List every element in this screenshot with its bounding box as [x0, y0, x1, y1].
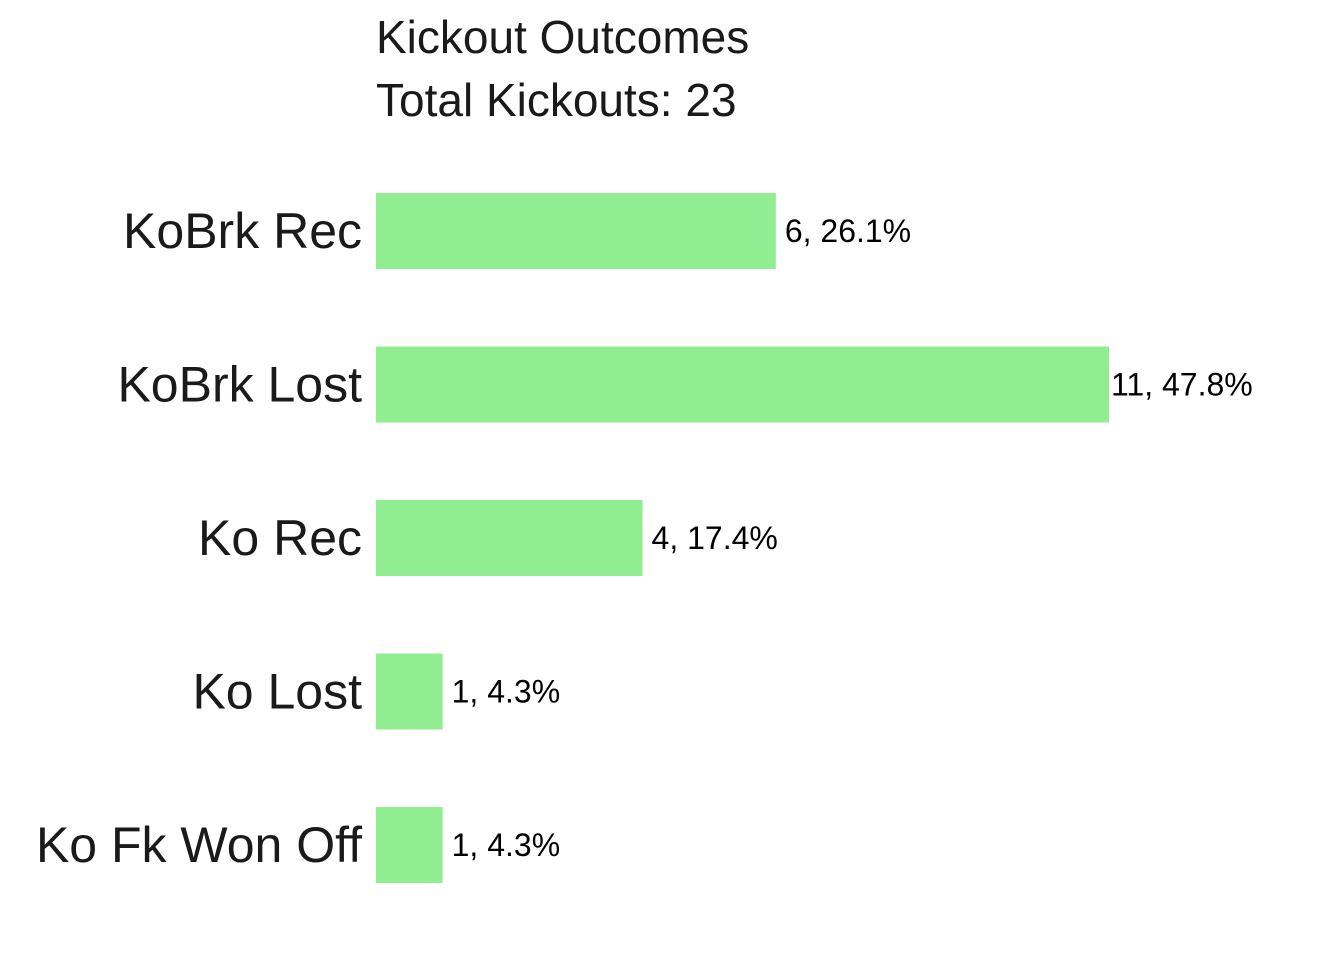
data-label-2: 4, 17.4%	[652, 520, 778, 556]
data-label-3: 1, 4.3%	[452, 674, 561, 710]
data-label-0: 6, 26.1%	[785, 213, 911, 249]
chart-title: Kickout Outcomes	[376, 11, 749, 63]
bar-2	[376, 500, 643, 576]
bar-4	[376, 807, 443, 883]
category-label-3: Ko Lost	[192, 664, 362, 720]
data-label-1: 11, 47.8%	[1111, 367, 1253, 403]
chart-subtitle: Total Kickouts: 23	[376, 74, 737, 126]
category-label-4: Ko Fk Won Off	[36, 817, 362, 873]
category-label-1: KoBrk Lost	[117, 357, 362, 413]
bar-0	[376, 193, 776, 269]
category-label-2: Ko Rec	[198, 510, 362, 566]
bar-1	[376, 346, 1109, 423]
data-label-4: 1, 4.3%	[452, 827, 561, 863]
bar-3	[376, 653, 443, 730]
plot-area: KoBrk Rec 6, 26.1% KoBrk Lost 11, 47.8% Ko R…	[36, 193, 1253, 883]
category-label-0: KoBrk Rec	[123, 203, 362, 259]
